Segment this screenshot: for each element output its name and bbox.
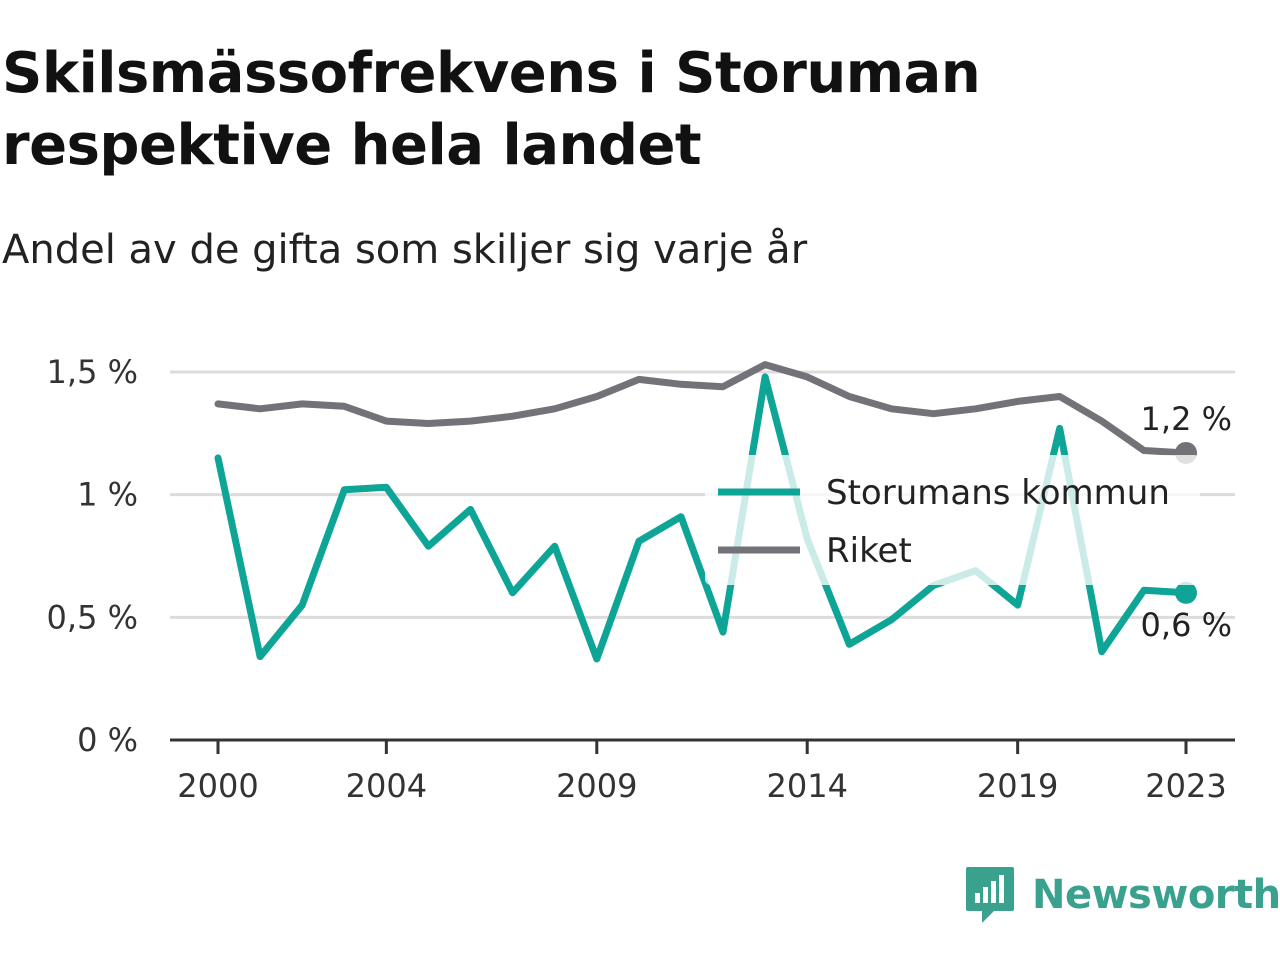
x-tick-label: 2014 — [766, 767, 847, 805]
end-labels: 1,2 % 0,6 % — [1141, 400, 1232, 644]
x-tick-label: 2004 — [346, 767, 427, 805]
brand-name: Newsworthy — [1032, 872, 1280, 918]
series-end-point — [1175, 581, 1197, 604]
end-label-riket: 1,2 % — [1141, 400, 1232, 438]
x-tick-label: 2000 — [177, 767, 258, 805]
y-tick-label: 1 % — [77, 476, 138, 514]
y-tick-label: 1,5 % — [47, 353, 138, 391]
legend-label: Riket — [826, 531, 912, 571]
y-tick-label: 0 % — [77, 721, 138, 759]
legend: Storumans kommun Riket — [705, 455, 1200, 585]
chart-subtitle: Andel av de gifta som skiljer sig varje … — [2, 227, 808, 273]
legend-backdrop — [705, 455, 1200, 585]
legend-label: Storumans kommun — [826, 473, 1170, 513]
x-tick-label: 2019 — [977, 767, 1058, 805]
newsworthy-logo-icon — [966, 867, 1014, 923]
x-tick-label: 2023 — [1145, 767, 1226, 805]
series-line-riket — [214, 361, 1190, 457]
chart-title: Skilsmässofrekvens i Storuman respektive… — [2, 41, 981, 178]
y-tick-label: 0,5 % — [47, 598, 138, 636]
x-axis: 2000 2004 2009 2014 2019 2023 — [170, 738, 1235, 805]
end-label-storuman: 0,6 % — [1141, 606, 1232, 644]
grid-layer: 0 % 0,5 % 1 % 1,5 % — [47, 353, 1235, 759]
x-tick-label: 2009 — [556, 767, 637, 805]
brand-logo: Newsworthy — [964, 864, 1280, 926]
